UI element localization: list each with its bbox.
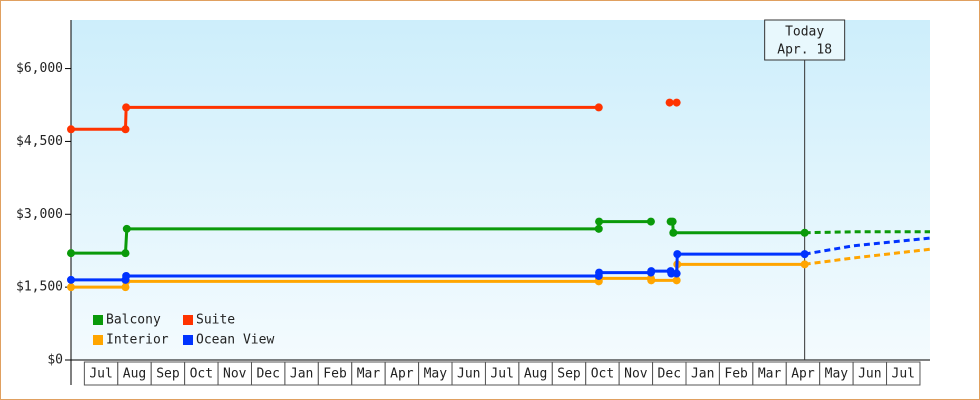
- y-tick-label: $6,000: [16, 61, 63, 76]
- y-tick-label: $3,000: [16, 207, 63, 222]
- x-tick-label: Jul: [89, 367, 112, 382]
- point: [121, 125, 130, 134]
- point: [594, 103, 603, 112]
- point: [800, 228, 809, 237]
- plot-area: [71, 20, 930, 360]
- legend-swatch: [93, 315, 103, 325]
- today-label: Today: [785, 25, 824, 40]
- x-tick-label: Aug: [123, 367, 146, 382]
- legend-label: Suite: [196, 313, 235, 328]
- x-tick-label: Oct: [190, 367, 213, 382]
- x-tick-label: May: [424, 367, 448, 382]
- x-tick-label: Jul: [490, 367, 513, 382]
- x-tick-label: Mar: [357, 367, 381, 382]
- point: [67, 249, 75, 258]
- x-tick-label: Apr: [791, 367, 815, 382]
- x-tick-label: May: [825, 367, 849, 382]
- point: [673, 250, 682, 259]
- point: [122, 224, 131, 233]
- x-tick-label: Oct: [591, 367, 614, 382]
- point: [67, 125, 75, 134]
- point: [121, 249, 130, 258]
- point: [672, 98, 681, 107]
- point: [67, 283, 75, 292]
- x-tick-label: Sep: [156, 367, 180, 382]
- legend-label: Interior: [106, 333, 169, 348]
- x-tick-label: Mar: [758, 367, 782, 382]
- x-tick-label: Sep: [557, 367, 581, 382]
- x-tick-label: Jul: [892, 367, 915, 382]
- x-tick-label: Jan: [290, 367, 313, 382]
- point: [594, 224, 603, 233]
- point: [800, 250, 809, 259]
- y-tick-label: $4,500: [16, 134, 63, 149]
- point: [672, 269, 681, 278]
- point: [800, 260, 809, 269]
- x-tick-label: Nov: [223, 367, 247, 382]
- x-tick-label: Aug: [524, 367, 547, 382]
- point: [646, 217, 655, 226]
- today-label: Apr. 18: [777, 43, 832, 58]
- x-tick-label: Feb: [724, 367, 748, 382]
- today-box: [764, 19, 846, 61]
- point: [595, 268, 604, 277]
- x-tick-label: Feb: [323, 367, 347, 382]
- point: [647, 267, 656, 276]
- point: [669, 228, 678, 237]
- point: [121, 283, 130, 292]
- y-tick-label: $0: [47, 353, 63, 368]
- y-tick-label: $1,500: [16, 280, 63, 295]
- legend-label: Ocean View: [196, 333, 274, 348]
- point: [595, 217, 604, 226]
- x-tick-label: Jun: [858, 367, 881, 382]
- x-tick-label: Jan: [691, 367, 714, 382]
- x-tick-label: Jun: [457, 367, 480, 382]
- legend-swatch: [183, 335, 193, 345]
- forecast-line: [804, 247, 931, 266]
- point: [67, 275, 75, 284]
- legend-label: Balcony: [106, 313, 161, 328]
- point: [122, 271, 131, 280]
- x-tick-label: Dec: [256, 367, 279, 382]
- x-tick-label: Nov: [624, 367, 648, 382]
- x-tick-cell: [886, 361, 921, 386]
- point: [665, 98, 674, 107]
- legend-swatch: [93, 335, 103, 345]
- point: [122, 103, 131, 112]
- forecast-line: [804, 236, 931, 256]
- point: [668, 217, 677, 226]
- x-tick-label: Dec: [658, 367, 681, 382]
- legend-swatch: [183, 315, 193, 325]
- point: [672, 276, 681, 285]
- point: [647, 276, 656, 285]
- x-tick-label: Apr: [390, 367, 414, 382]
